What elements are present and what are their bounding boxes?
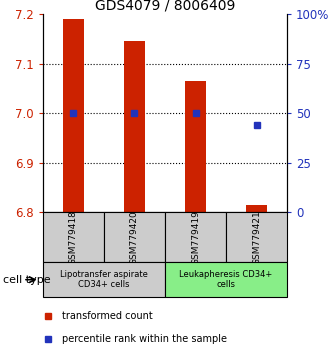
Bar	[226, 212, 287, 262]
Bar	[43, 262, 165, 297]
Bar	[185, 81, 206, 212]
Bar	[63, 19, 84, 212]
Text: GSM779418: GSM779418	[69, 210, 78, 265]
Bar	[43, 212, 104, 262]
Text: cell type: cell type	[3, 275, 51, 285]
Title: GDS4079 / 8006409: GDS4079 / 8006409	[95, 0, 235, 13]
Text: GSM779421: GSM779421	[252, 210, 261, 264]
Text: GSM779419: GSM779419	[191, 210, 200, 265]
Text: Lipotransfer aspirate
CD34+ cells: Lipotransfer aspirate CD34+ cells	[60, 270, 148, 289]
Text: Leukapheresis CD34+
cells: Leukapheresis CD34+ cells	[180, 270, 273, 289]
Bar	[246, 205, 267, 212]
Bar	[165, 262, 287, 297]
Bar	[124, 41, 145, 212]
Text: transformed count: transformed count	[62, 311, 153, 321]
Bar	[104, 212, 165, 262]
Bar	[165, 212, 226, 262]
Text: GSM779420: GSM779420	[130, 210, 139, 264]
Text: percentile rank within the sample: percentile rank within the sample	[62, 334, 227, 344]
